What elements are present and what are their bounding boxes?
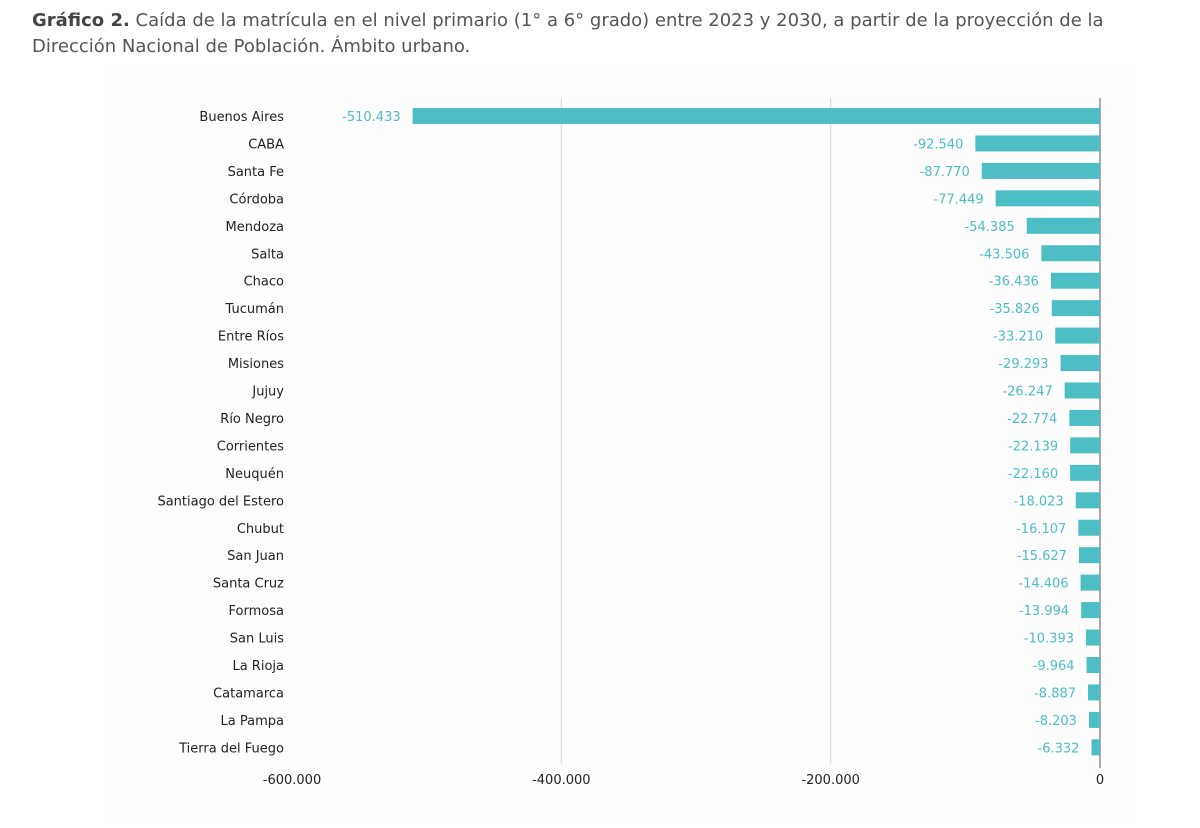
data-label: -26.247 <box>1002 385 1052 400</box>
x-tick-label: -600.000 <box>263 773 321 788</box>
category-label: Mendoza <box>226 220 284 235</box>
x-tick-label: 0 <box>1096 773 1104 788</box>
category-label: Santa Cruz <box>213 577 284 592</box>
bar <box>1081 602 1100 619</box>
category-label: Catamarca <box>213 686 284 701</box>
bar <box>981 162 1100 179</box>
category-label: Corrientes <box>217 439 284 454</box>
data-label: -9.964 <box>1033 659 1075 674</box>
category-label: Santiago del Estero <box>157 494 284 509</box>
category-label: Entre Ríos <box>218 330 284 345</box>
category-label: Chaco <box>244 275 284 290</box>
category-label: Buenos Aires <box>199 110 284 125</box>
bar <box>1080 574 1100 591</box>
data-label: -16.107 <box>1016 522 1066 537</box>
bar <box>1088 684 1100 701</box>
bar <box>1086 657 1100 673</box>
x-tick-label: -200.000 <box>801 773 859 788</box>
bar <box>1064 382 1100 399</box>
bar <box>1050 272 1100 289</box>
caption-label: Gráfico 2. <box>32 10 130 31</box>
data-label: -8.203 <box>1035 714 1077 729</box>
data-label: -36.436 <box>989 275 1039 290</box>
bar <box>1026 217 1100 234</box>
bar <box>1069 409 1100 426</box>
data-label: -77.449 <box>934 192 984 207</box>
category-label: Santa Fe <box>228 165 284 180</box>
bar <box>1086 629 1100 646</box>
data-label: -510.433 <box>342 110 400 125</box>
data-label: -22.774 <box>1007 412 1057 427</box>
category-label: Formosa <box>229 604 284 619</box>
category-label: Chubut <box>237 522 284 537</box>
caption-text: Caída de la matrícula en el nivel primar… <box>32 10 1104 57</box>
bar <box>412 108 1100 124</box>
bar <box>1055 327 1100 344</box>
category-label: La Pampa <box>221 714 284 729</box>
bar <box>995 190 1100 207</box>
data-label: -43.506 <box>979 247 1029 262</box>
data-label: -6.332 <box>1038 741 1080 756</box>
bar <box>1091 739 1100 756</box>
data-label: -15.627 <box>1017 549 1067 564</box>
category-label: Jujuy <box>251 385 284 400</box>
bar <box>1070 464 1100 481</box>
bar <box>1070 437 1100 454</box>
category-label: San Juan <box>227 549 284 564</box>
category-label: Tierra del Fuego <box>178 741 284 756</box>
category-label: Córdoba <box>229 192 284 207</box>
category-label: La Rioja <box>232 659 284 674</box>
data-label: -10.393 <box>1024 632 1074 647</box>
data-label: -22.160 <box>1008 467 1058 482</box>
category-label: Tucumán <box>225 302 284 317</box>
category-label: Neuquén <box>225 467 284 482</box>
x-tick-label: -400.000 <box>532 773 590 788</box>
plot-background <box>110 68 1130 820</box>
data-label: -87.770 <box>920 165 970 180</box>
bar <box>1078 519 1100 536</box>
data-label: -8.887 <box>1034 686 1076 701</box>
category-label: CABA <box>248 137 284 152</box>
data-label: -14.406 <box>1018 577 1068 592</box>
data-label: -18.023 <box>1014 494 1064 509</box>
bar <box>975 135 1100 152</box>
category-label: Misiones <box>228 357 284 372</box>
bar <box>1078 547 1100 564</box>
data-label: -54.385 <box>965 220 1015 235</box>
data-label: -29.293 <box>998 357 1048 372</box>
data-label: -22.139 <box>1008 439 1058 454</box>
bar <box>1088 711 1100 728</box>
bar <box>1041 245 1100 262</box>
data-label: -35.826 <box>990 302 1040 317</box>
bar <box>1051 300 1100 317</box>
chart-caption: Gráfico 2. Caída de la matrícula en el n… <box>32 8 1182 60</box>
bar <box>1075 492 1100 509</box>
category-label: Río Negro <box>220 412 284 427</box>
data-label: -13.994 <box>1019 604 1069 619</box>
category-label: Salta <box>251 247 284 262</box>
category-label: San Luis <box>230 632 284 647</box>
data-label: -92.540 <box>913 137 963 152</box>
data-label: -33.210 <box>993 330 1043 345</box>
bar <box>1060 355 1100 372</box>
